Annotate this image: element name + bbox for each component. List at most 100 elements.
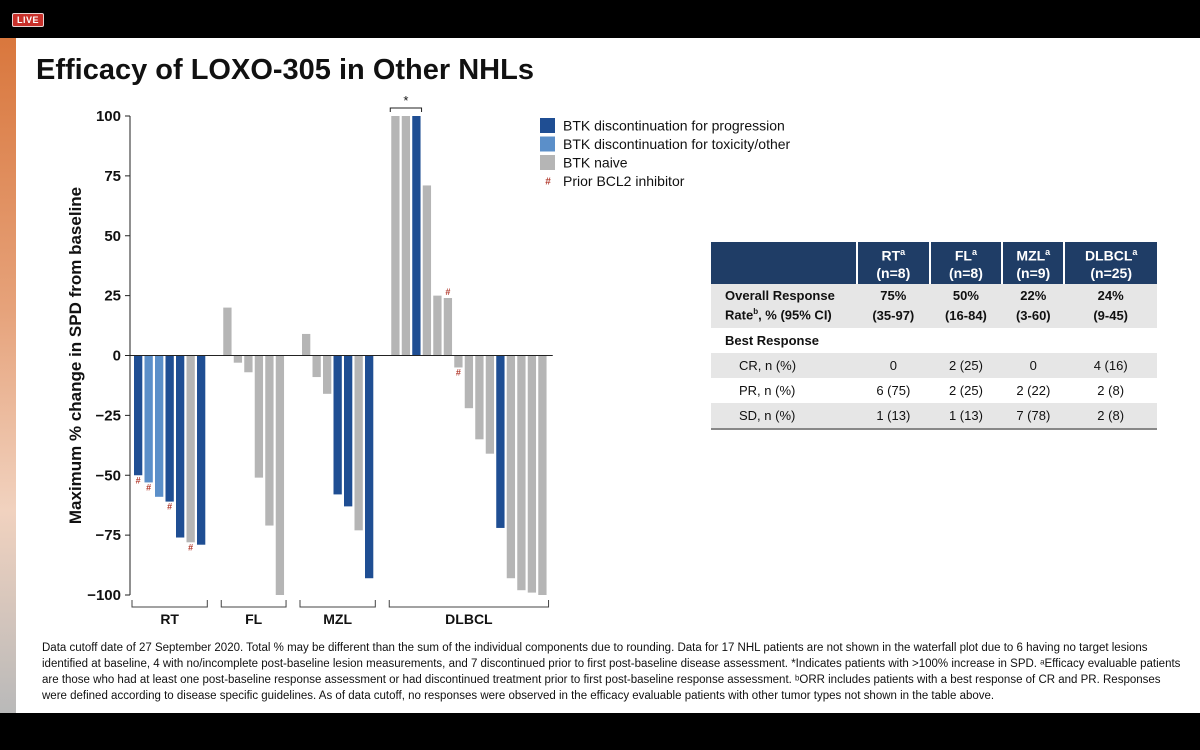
- group-label: DLBCL: [445, 611, 493, 627]
- orr-label-part: , % (95% CI): [758, 307, 832, 323]
- header-n-count: (n=8): [949, 264, 983, 281]
- table-row: CR, n (%) 0 2 (25) 0 4 (16): [711, 352, 1157, 378]
- header-group-name: MZL: [1016, 247, 1046, 264]
- prior-bcl2-marker: #: [167, 502, 172, 512]
- header-footnote-mark: a: [971, 247, 977, 257]
- group-label: RT: [160, 611, 179, 627]
- row-label: PR, n (%): [739, 382, 796, 398]
- bar-dlbcl: [506, 355, 516, 579]
- table-header-cell: RTa (n=8): [856, 242, 930, 284]
- table-cell: 2 (25): [929, 352, 1003, 378]
- prior-bcl2-marker: #: [456, 367, 461, 377]
- legend-label: Prior BCL2 inhibitor: [563, 173, 685, 189]
- orr-value-cell: 75% (35-97): [857, 283, 930, 328]
- table-row: PR, n (%) 6 (75) 2 (25) 2 (22) 2 (8): [711, 378, 1157, 403]
- over-100-star: *: [403, 93, 408, 108]
- slide-accent-bar: [0, 38, 16, 713]
- orr-ci: (3-60): [1015, 307, 1051, 323]
- table-cell: 2 (25): [948, 382, 983, 398]
- live-badge: LIVE: [12, 13, 45, 27]
- bar-rt: [144, 355, 153, 483]
- bar-dlbcl: [538, 355, 547, 595]
- table-row-best-response: Best Response: [711, 328, 1157, 353]
- orr-label: Overall Response Rateb, % (95% CI): [711, 283, 857, 328]
- header-footnote-mark: a: [900, 247, 906, 257]
- bar-dlbcl: [496, 355, 505, 528]
- footnote: Data cutoff date of 27 September 2020. T…: [42, 642, 1181, 702]
- header-n-count: (n=9): [1016, 264, 1051, 281]
- y-tick-label: 25: [104, 288, 121, 305]
- bar-fl: [244, 355, 253, 373]
- y-axis-label: Maximum % change in SPD from baseline: [66, 187, 85, 524]
- bar-dlbcl: [433, 295, 442, 356]
- bar-dlbcl: [401, 116, 411, 356]
- bar-mzl: [323, 355, 332, 394]
- bar-fl: [265, 355, 274, 526]
- orr-label-part: Overall Response: [725, 287, 835, 303]
- response-table: RTa (n=8) FLa (n=8) MZLa (n=9) DLBCLa (n=25) Ov…: [711, 242, 1157, 430]
- bar-mzl: [302, 333, 311, 356]
- prior-bcl2-marker: #: [188, 542, 193, 552]
- waterfall-chart: 100 75 50 25 0 −25 −50 −75 −100 Maximum % change …: [66, 93, 791, 627]
- bar-dlbcl: [454, 355, 463, 368]
- y-tick-label: 0: [113, 348, 121, 365]
- orr-value-cell: 24% (9-45): [1064, 283, 1157, 328]
- prior-bcl2-marker: #: [445, 287, 450, 297]
- y-tick-label: −100: [87, 587, 121, 604]
- table-cell: 0: [1002, 352, 1065, 378]
- table-cell: 1 (13): [929, 402, 1003, 429]
- row-label: SD, n (%): [711, 402, 857, 429]
- legend-swatch: [540, 118, 555, 133]
- bar-rt: [165, 355, 174, 502]
- header-group-name: RT: [881, 247, 901, 264]
- orr-ci: (9-45): [1093, 307, 1129, 323]
- best-response-label: Best Response: [725, 332, 819, 348]
- bar-dlbcl: [422, 185, 432, 356]
- legend-label: BTK discontinuation for progression: [563, 118, 785, 134]
- prior-bcl2-marker: #: [146, 482, 151, 492]
- legend-label: BTK naive: [563, 155, 628, 171]
- star-bracket: [389, 107, 423, 112]
- table-header-cell: FLa (n=8): [928, 242, 1003, 284]
- y-tick-label: 100: [96, 108, 121, 125]
- table-cell: 4 (16): [1064, 352, 1157, 378]
- legend-swatch: [540, 155, 555, 170]
- bar-dlbcl: [464, 355, 474, 409]
- group-label: FL: [245, 611, 263, 627]
- header-n-count: (n=8): [876, 264, 911, 281]
- table-cell: 6 (75): [876, 382, 911, 398]
- table-cell: 0: [857, 352, 930, 378]
- bar-dlbcl: [443, 298, 453, 356]
- table-row: SD, n (%) 1 (13) 1 (13) 7 (78) 2 (8): [711, 402, 1157, 429]
- bar-mzl: [312, 355, 321, 378]
- bar-dlbcl: [485, 355, 495, 454]
- orr-percent: 75%: [880, 287, 907, 303]
- bar-dlbcl: [517, 355, 526, 591]
- bar-fl: [275, 355, 285, 595]
- table-header-blank: [711, 242, 857, 284]
- orr-ci: (16-84): [944, 307, 987, 323]
- bar-mzl: [344, 355, 353, 507]
- slide: Efficacy of LOXO-305 in Other NHLs 100 75…: [0, 38, 1200, 713]
- bar-mzl: [354, 355, 363, 531]
- bar-rt: [176, 355, 185, 538]
- y-tick-label: 50: [104, 228, 121, 245]
- bar-dlbcl: [391, 116, 400, 356]
- header-footnote-mark: a: [1045, 247, 1051, 257]
- bar-fl: [254, 355, 264, 478]
- y-tick-label: −50: [96, 467, 121, 484]
- bar-fl: [233, 355, 243, 363]
- prior-bcl2-marker: #: [136, 475, 141, 485]
- orr-percent: 50%: [952, 287, 979, 303]
- table-header-cell: MZLa (n=9): [1001, 242, 1065, 284]
- orr-value-cell: 50% (16-84): [929, 283, 1003, 328]
- orr-percent: 22%: [1020, 287, 1047, 303]
- bar-mzl: [365, 355, 374, 579]
- header-n-count: (n=25): [1090, 264, 1132, 281]
- legend-hash-symbol: #: [545, 177, 551, 188]
- table-header-row: RTa (n=8) FLa (n=8) MZLa (n=9) DLBCLa (n=25): [711, 242, 1157, 284]
- table-cell: 2 (8): [1064, 402, 1157, 429]
- table-header-cell: DLBCLa (n=25): [1063, 242, 1157, 284]
- bar-dlbcl: [527, 355, 537, 593]
- bar-rt: [155, 355, 164, 497]
